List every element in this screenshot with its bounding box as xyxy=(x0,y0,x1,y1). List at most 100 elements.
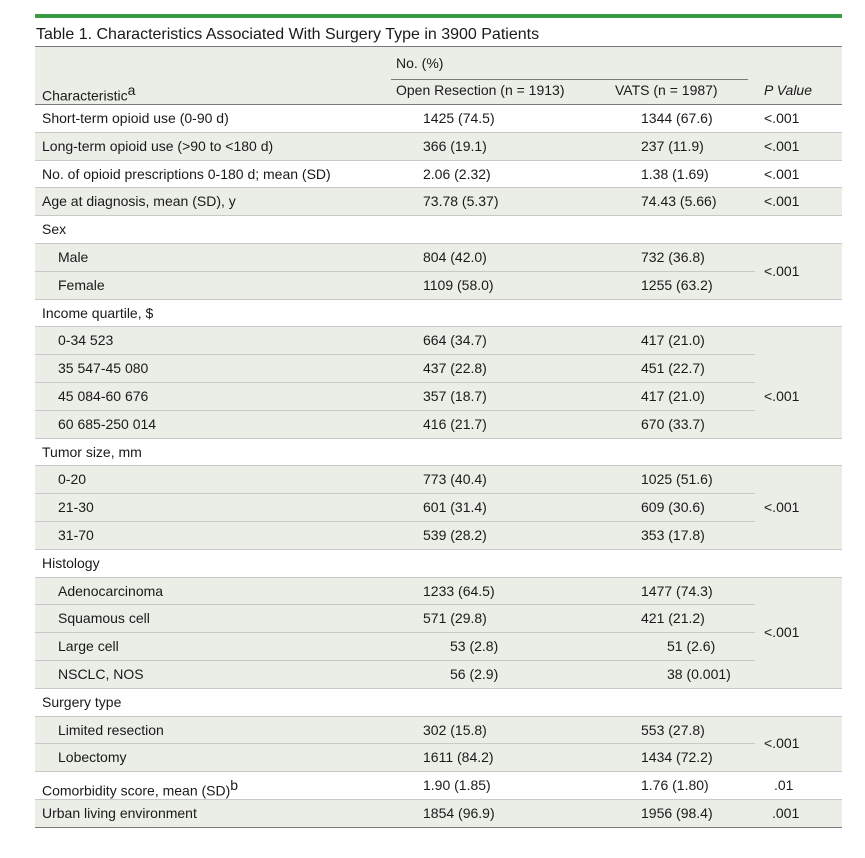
group-pvalue-surgery: <.001 xyxy=(764,735,800,752)
table-row: Squamous cell 571 (29.8) 421 (21.2) xyxy=(35,605,842,634)
table-row: 0-20 773 (40.4) 1025 (51.6) xyxy=(35,466,842,495)
cell-open: 804 (42.0) xyxy=(423,248,487,265)
table-row: Urban living environment 1854 (96.9) 195… xyxy=(35,799,842,828)
row-divider xyxy=(35,437,842,439)
cell-vats: 38 (0.001) xyxy=(667,665,731,682)
cell-open: 366 (19.1) xyxy=(423,137,487,154)
table-row: Short-term opioid use (0-90 d) 1425 (74.… xyxy=(35,105,842,133)
table-body: Short-term opioid use (0-90 d) 1425 (74.… xyxy=(35,105,842,828)
header-divider xyxy=(391,79,748,80)
cell-characteristic: Male xyxy=(58,248,89,265)
cell-characteristic: Long-term opioid use (>90 to <180 d) xyxy=(42,137,274,154)
row-divider xyxy=(35,548,842,550)
header-characteristic: Characteristica xyxy=(42,82,135,104)
group-pvalue-sex: <.001 xyxy=(764,262,800,279)
cell-characteristic: Age at diagnosis, mean (SD), y xyxy=(42,193,236,210)
section-label: Sex xyxy=(42,221,67,238)
cell-vats: 1477 (74.3) xyxy=(641,582,713,599)
cell-open: 571 (29.8) xyxy=(423,610,487,627)
table-row: 0-34 523 664 (34.7) 417 (21.0) xyxy=(35,327,842,356)
cell-open: 302 (15.8) xyxy=(423,721,487,738)
cell-characteristic: Female xyxy=(58,276,105,293)
cell-open: 416 (21.7) xyxy=(423,415,487,432)
row-divider xyxy=(35,826,842,828)
row-divider xyxy=(35,520,755,522)
table-row: 35 547-45 080 437 (22.8) 451 (22.7) xyxy=(35,355,842,383)
cell-characteristic: 35 547-45 080 xyxy=(58,360,149,377)
section-label: Income quartile, $ xyxy=(42,304,154,321)
row-divider xyxy=(35,159,842,161)
row-divider xyxy=(35,215,842,217)
cell-vats: 1434 (72.2) xyxy=(641,749,713,766)
cell-pvalue: .01 xyxy=(774,777,794,794)
row-divider xyxy=(35,242,842,244)
row-divider xyxy=(35,409,755,411)
cell-vats: 1.76 (1.80) xyxy=(641,777,709,794)
cell-pvalue: <.001 xyxy=(764,110,800,126)
row-divider xyxy=(35,381,755,383)
cell-open: 1611 (84.2) xyxy=(423,749,494,766)
cell-characteristic: Squamous cell xyxy=(58,610,150,627)
table-row: Adenocarcinoma 1233 (64.5) 1477 (74.3) xyxy=(35,577,842,606)
cell-characteristic: 0-20 xyxy=(58,471,87,488)
cell-vats: 1.38 (1.69) xyxy=(641,165,709,182)
cell-vats: 1344 (67.6) xyxy=(641,110,713,126)
row-divider xyxy=(35,715,842,717)
cell-pvalue: <.001 xyxy=(764,137,800,154)
cell-open: 1233 (64.5) xyxy=(423,582,495,599)
cell-open: 664 (34.7) xyxy=(423,332,487,349)
cell-vats: 74.43 (5.66) xyxy=(641,193,717,210)
cell-vats: 237 (11.9) xyxy=(641,137,704,154)
table-row: Comorbidity score, mean (SD)b 1.90 (1.85… xyxy=(35,772,842,800)
row-divider xyxy=(35,354,755,356)
cell-characteristic: Urban living environment xyxy=(42,804,197,821)
cell-vats: 670 (33.7) xyxy=(641,415,705,432)
section-row: Histology xyxy=(35,550,842,578)
header-vats: VATS (n = 1987) xyxy=(615,82,718,98)
section-label: Histology xyxy=(42,554,100,571)
cell-characteristic: Lobectomy xyxy=(58,749,127,766)
table-row: Female 1109 (58.0) 1255 (63.2) <.001 xyxy=(35,263,842,300)
group-pvalue-tumor: <.001 xyxy=(764,499,800,516)
section-label: Tumor size, mm xyxy=(42,443,142,460)
table-row: Lobectomy 1611 (84.2) 1434 (72.2) <.001 xyxy=(35,735,842,773)
cell-open: 539 (28.2) xyxy=(423,526,487,543)
cell-vats: 553 (27.8) xyxy=(641,721,705,738)
cell-pvalue: <.001 xyxy=(764,193,800,210)
cell-pvalue: .001 xyxy=(772,804,800,821)
cell-characteristic: Comorbidity score, mean (SD)b xyxy=(42,772,238,805)
row-divider xyxy=(35,576,842,578)
cell-open: 601 (31.4) xyxy=(423,499,487,516)
header-characteristic-footnote: a xyxy=(127,82,136,98)
group-pvalue-histology: <.001 xyxy=(764,624,800,641)
table-row: NSCLC, NOS 56 (2.9) 38 (0.001) xyxy=(35,660,842,689)
cell-characteristic: 60 685-250 014 xyxy=(58,415,157,432)
row-divider xyxy=(35,798,842,800)
row-divider xyxy=(35,604,755,606)
accent-rule xyxy=(35,14,842,18)
row-divider xyxy=(35,632,755,634)
cell-vats: 421 (21.2) xyxy=(641,610,705,627)
group-pvalue-income: <.001 xyxy=(764,387,800,404)
cell-open: 1.90 (1.85) xyxy=(423,777,491,794)
table-row: Large cell 53 (2.8) 51 (2.6) <.001 xyxy=(35,624,842,661)
row-divider xyxy=(35,465,842,467)
table-header: No. (%) Characteristica Open Resection (… xyxy=(35,47,842,105)
cell-open: 53 (2.8) xyxy=(450,638,499,655)
cell-vats: 1255 (63.2) xyxy=(641,276,713,293)
cell-characteristic: 31-70 xyxy=(58,526,94,543)
row-divider xyxy=(35,771,842,773)
table-title: Table 1. Characteristics Associated With… xyxy=(35,18,842,47)
row-divider xyxy=(35,743,755,745)
table-row: Long-term opioid use (>90 to <180 d) 366… xyxy=(35,132,842,161)
cell-characteristic: Limited resection xyxy=(58,721,164,738)
cell-vats: 732 (36.8) xyxy=(641,248,705,265)
header-no-pct: No. (%) xyxy=(396,55,444,71)
cell-characteristic: Adenocarcinoma xyxy=(58,582,164,599)
cell-characteristic-footnote: b xyxy=(230,777,239,794)
cell-characteristic: No. of opioid prescriptions 0-180 d; mea… xyxy=(42,165,331,182)
header-open-resection: Open Resection (n = 1913) xyxy=(396,82,565,98)
cell-characteristic: NSCLC, NOS xyxy=(58,665,144,682)
cell-vats: 417 (21.0) xyxy=(641,387,705,404)
cell-vats: 417 (21.0) xyxy=(641,332,705,349)
